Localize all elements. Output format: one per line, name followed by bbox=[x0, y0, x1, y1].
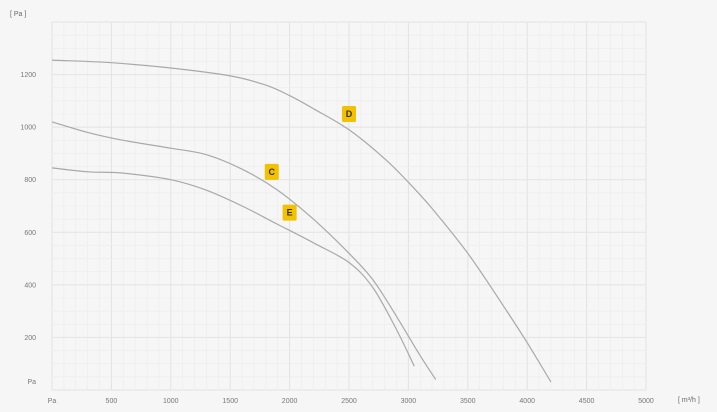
x-tick-label: 1500 bbox=[222, 398, 238, 405]
curve-d bbox=[51, 59, 552, 383]
y-axis-unit-label: [ Pa ] bbox=[10, 11, 26, 18]
series-label-d: D bbox=[342, 106, 356, 122]
series-label-box-d bbox=[342, 106, 356, 122]
series-label-e: E bbox=[282, 204, 297, 221]
series-label-text-e: E bbox=[287, 208, 293, 218]
x-tick-label: 1000 bbox=[163, 398, 179, 405]
x-tick-label: 4500 bbox=[579, 398, 595, 405]
x-tick-label: 4000 bbox=[519, 398, 535, 405]
curve-c bbox=[51, 121, 437, 380]
y-tick-label: 1200 bbox=[20, 72, 36, 79]
y-tick-label: 800 bbox=[24, 177, 36, 184]
series-label-c: C bbox=[264, 163, 279, 180]
y-tick-label: 600 bbox=[24, 230, 36, 237]
series-label-text-c: C bbox=[269, 167, 276, 177]
axis-ticks: Pa 500 1000 1500 2000 2500 3000 3500 4000 4500 500… bbox=[20, 72, 653, 405]
x-tick-label: 500 bbox=[106, 398, 118, 405]
x-tick-label: Pa bbox=[48, 398, 57, 405]
chart-grid bbox=[51, 21, 647, 391]
series-label-box-c bbox=[264, 163, 279, 180]
series-labels: D C E bbox=[264, 106, 356, 221]
series-label-text-d: D bbox=[346, 109, 353, 119]
y-tick-label: 400 bbox=[24, 282, 36, 289]
x-axis-unit-label: [ m³/h ] bbox=[678, 397, 700, 404]
x-tick-label: 3500 bbox=[460, 398, 476, 405]
curve-e bbox=[51, 167, 415, 367]
x-tick-label: 3000 bbox=[401, 398, 417, 405]
series-label-box-e bbox=[282, 204, 297, 221]
y-tick-label-zero: Pa bbox=[27, 379, 36, 386]
x-tick-label: 2000 bbox=[282, 398, 298, 405]
y-tick-label: 200 bbox=[24, 335, 36, 342]
x-tick-label: 5000 bbox=[638, 398, 654, 405]
y-tick-label: 1000 bbox=[20, 125, 36, 132]
x-tick-label: 2500 bbox=[341, 398, 357, 405]
series-curves bbox=[51, 59, 552, 383]
